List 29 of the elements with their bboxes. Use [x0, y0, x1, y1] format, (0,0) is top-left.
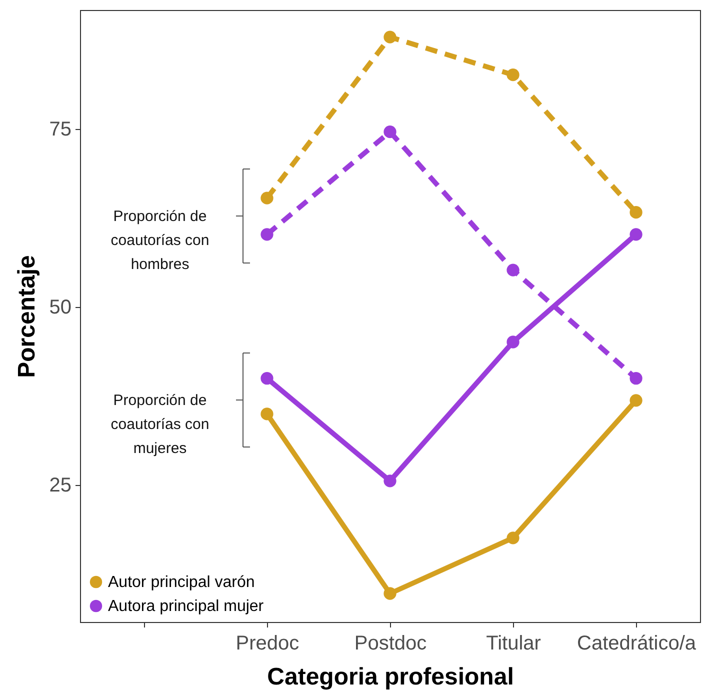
- point: [506, 532, 520, 544]
- point: [630, 228, 642, 241]
- point: [260, 192, 274, 204]
- point: [260, 408, 274, 420]
- x-tick-label: Postdoc: [354, 632, 427, 654]
- point: [506, 336, 520, 348]
- point: [384, 587, 396, 600]
- y-tick-label: 25: [49, 474, 72, 497]
- point: [506, 264, 520, 276]
- point: [384, 30, 396, 44]
- point: [630, 394, 642, 407]
- x-tick-label: Predoc: [236, 632, 300, 654]
- x-tick-label: Catedrático/a: [577, 632, 697, 654]
- point: [384, 126, 396, 138]
- point: [384, 474, 396, 488]
- point: [260, 228, 274, 241]
- point: [506, 68, 520, 82]
- y-axis-title: Porcentaje: [13, 255, 40, 378]
- legend-label: Autora principal mujer: [108, 598, 264, 615]
- legend-label: Autor principal varón: [108, 574, 255, 591]
- point: [630, 372, 642, 385]
- x-axis-title: Categoria profesional: [267, 664, 514, 690]
- point: [630, 206, 642, 219]
- annotation: Proporción de coautorías con hombres: [110, 208, 210, 273]
- y-tick-label: 50: [49, 296, 72, 319]
- y-tick-label: 75: [49, 118, 72, 140]
- annotation: Proporción de coautorías con mujeres: [110, 392, 210, 457]
- x-tick-label: Titular: [486, 632, 542, 654]
- point: [260, 372, 274, 385]
